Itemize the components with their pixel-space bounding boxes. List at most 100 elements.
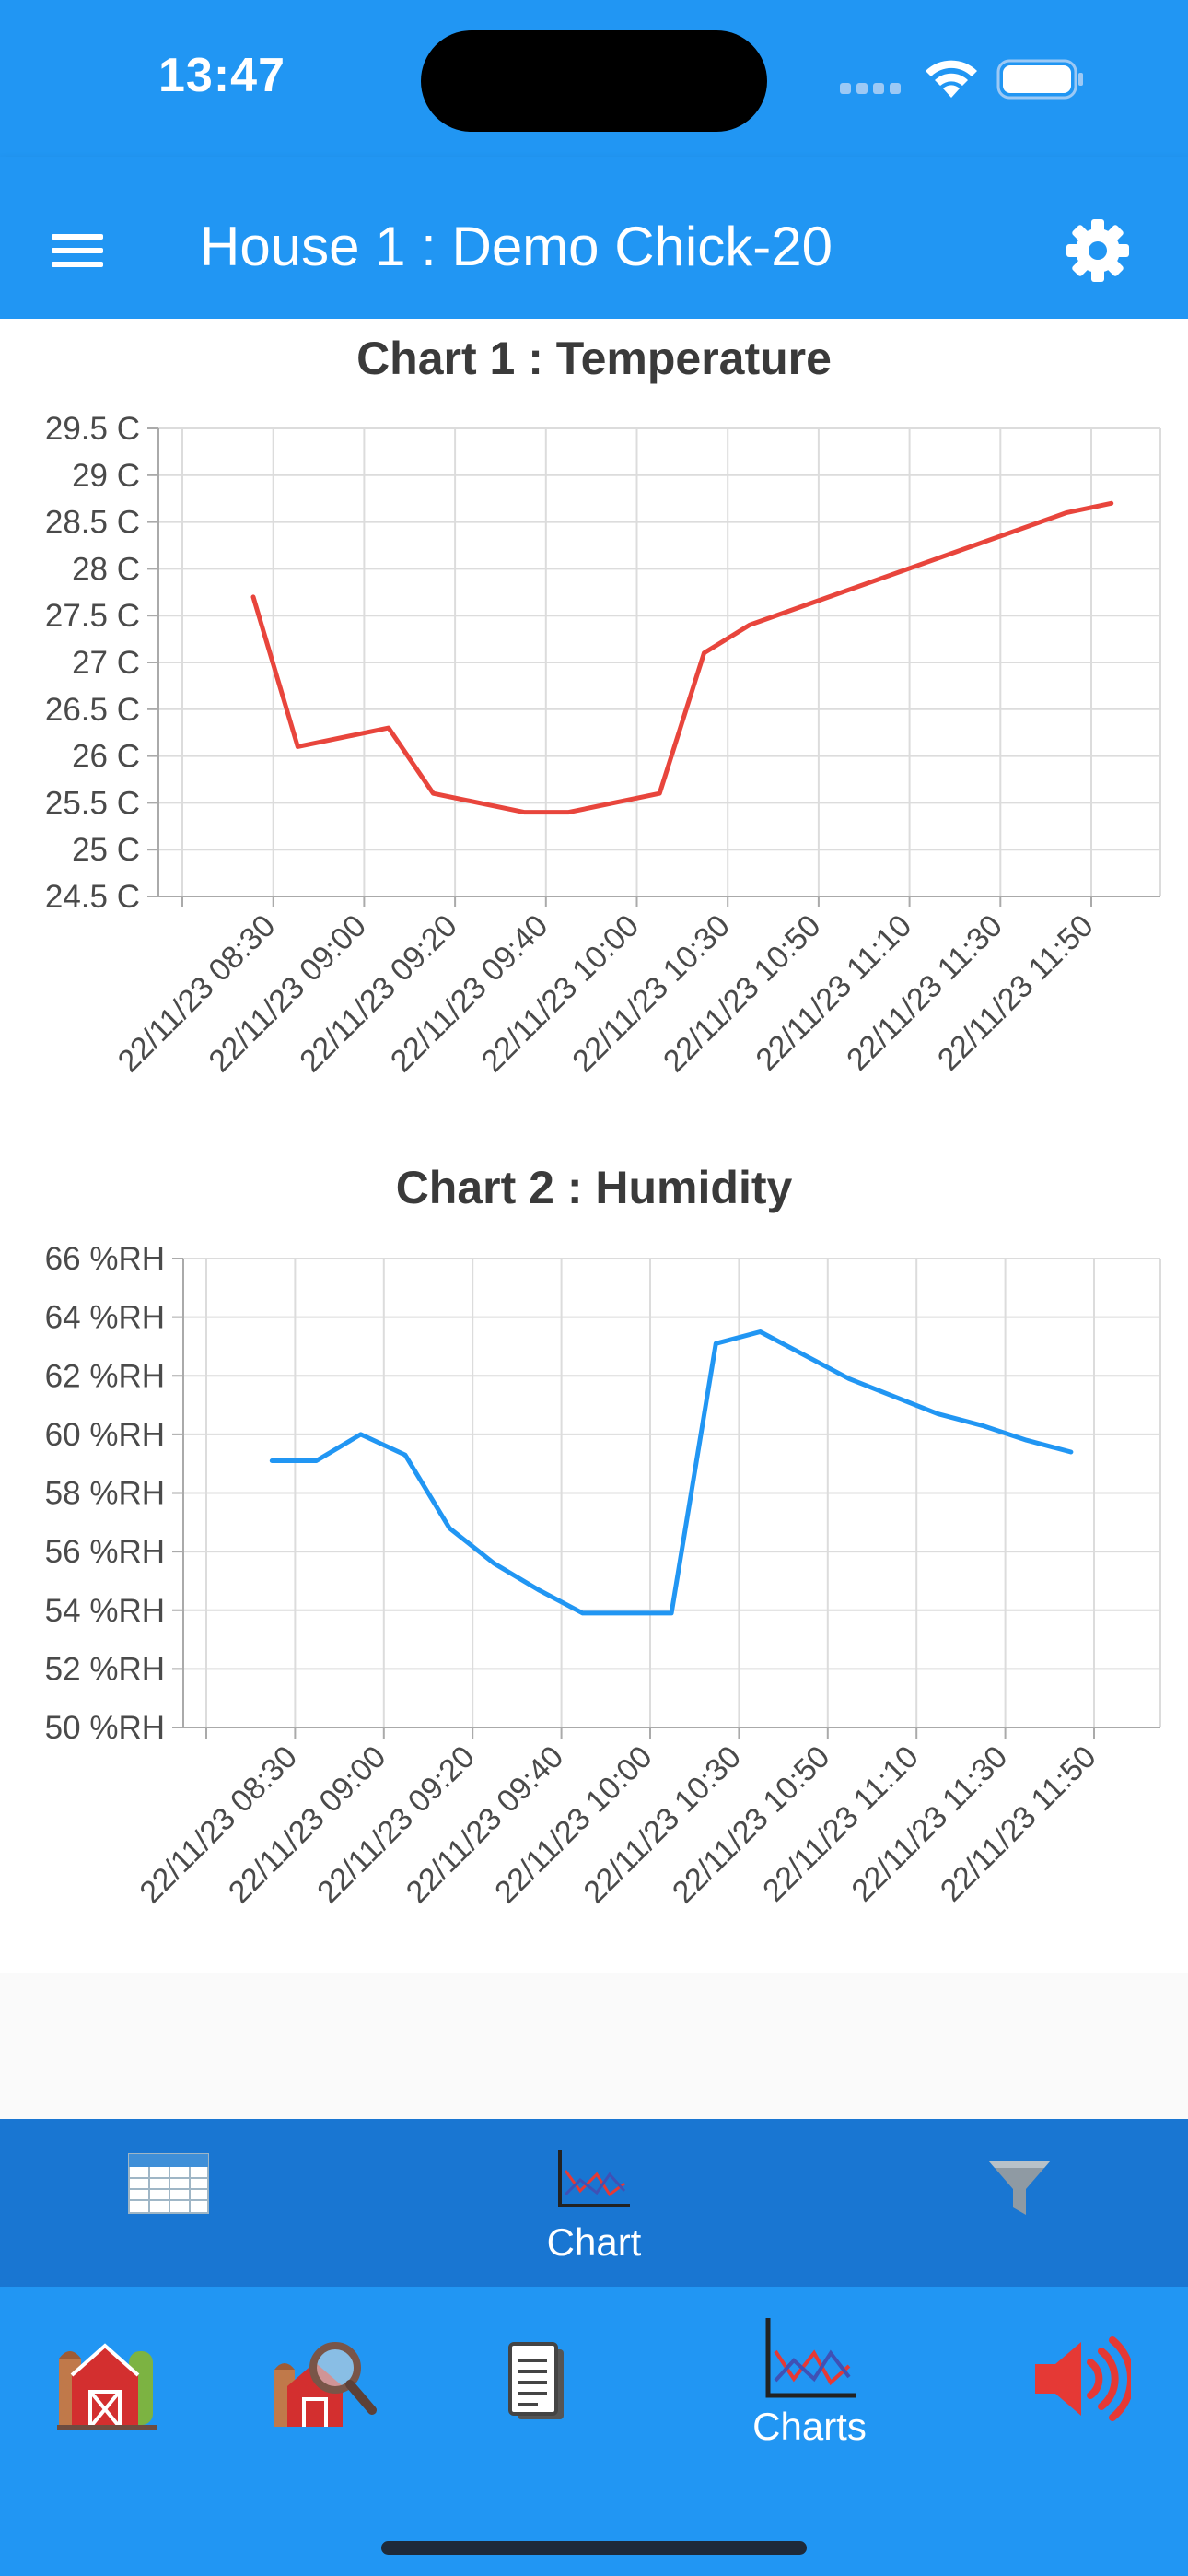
chart-icon bbox=[558, 2150, 630, 2207]
table-view-button[interactable] bbox=[125, 2147, 214, 2220]
data-point bbox=[670, 1611, 673, 1615]
y-tick-label: 27.5 C bbox=[45, 598, 140, 634]
barn-search-icon bbox=[274, 2342, 377, 2427]
y-tick-label: 60 %RH bbox=[45, 1417, 165, 1453]
x-tick-label: 22/11/23 09:40 bbox=[384, 908, 555, 1080]
charts-icon bbox=[765, 2318, 856, 2398]
data-point bbox=[387, 726, 390, 730]
barn-icon bbox=[57, 2343, 157, 2430]
y-tick-label: 26.5 C bbox=[45, 692, 140, 728]
nav-reports[interactable] bbox=[505, 2340, 569, 2425]
data-point bbox=[566, 811, 570, 814]
x-tick-label: 22/11/23 10:50 bbox=[657, 908, 828, 1080]
y-tick-label: 52 %RH bbox=[45, 1651, 165, 1687]
x-tick-label: 22/11/23 10:00 bbox=[475, 908, 646, 1080]
nav-charts-label: Charts bbox=[752, 2405, 867, 2448]
dynamic-island bbox=[421, 30, 767, 132]
document-icon bbox=[508, 2342, 564, 2419]
x-tick-label: 22/11/23 10:00 bbox=[488, 1739, 659, 1911]
y-tick-label: 50 %RH bbox=[45, 1710, 165, 1746]
data-point bbox=[359, 1433, 363, 1436]
data-point bbox=[537, 1587, 541, 1591]
data-point bbox=[658, 791, 661, 795]
y-tick-label: 58 %RH bbox=[45, 1476, 165, 1512]
data-point bbox=[714, 1341, 717, 1345]
data-point bbox=[581, 1611, 585, 1615]
data-point bbox=[1025, 1438, 1029, 1442]
data-point bbox=[1110, 501, 1113, 505]
gear-icon bbox=[1066, 219, 1129, 282]
settings-button[interactable] bbox=[1057, 210, 1138, 291]
nav-house-search[interactable] bbox=[269, 2333, 379, 2436]
chart-title: Chart 1 : Temperature bbox=[356, 333, 832, 384]
nav-charts[interactable] bbox=[761, 2314, 860, 2403]
x-tick-label: 22/11/23 08:30 bbox=[134, 1739, 305, 1911]
battery-icon bbox=[996, 59, 1083, 100]
menu-button[interactable] bbox=[37, 210, 118, 291]
nav-houses[interactable] bbox=[52, 2333, 162, 2436]
x-tick-label: 22/11/23 11:50 bbox=[934, 1739, 1103, 1909]
temperature-chart: Chart 1 : Temperature 29.5 C 29 C 28.5 C 28 … bbox=[45, 333, 1161, 1080]
speaker-icon bbox=[1035, 2336, 1136, 2421]
data-point bbox=[492, 1562, 495, 1565]
y-tick-label: 28.5 C bbox=[45, 505, 140, 541]
table-icon bbox=[128, 2153, 209, 2214]
data-point bbox=[296, 744, 299, 748]
x-tick-label: 22/11/23 09:20 bbox=[310, 1739, 482, 1911]
humidity-chart: Chart 2 : Humidity 66 %RH 64 %RH 62 %RH 60 %… bbox=[45, 1162, 1161, 1911]
data-point bbox=[981, 1423, 984, 1427]
home-indicator bbox=[381, 2541, 807, 2555]
x-tick-label: 22/11/23 09:00 bbox=[222, 1739, 393, 1911]
x-tick-label: 22/11/23 10:30 bbox=[577, 1739, 749, 1911]
y-tick-label: 56 %RH bbox=[45, 1534, 165, 1570]
data-point bbox=[251, 595, 255, 599]
chart-view-button[interactable] bbox=[553, 2147, 635, 2220]
x-tick-label: 22/11/23 11:50 bbox=[931, 908, 1101, 1078]
y-tick-label: 25 C bbox=[72, 832, 140, 868]
data-point bbox=[403, 1453, 407, 1457]
x-tick-label: 22/11/23 09:00 bbox=[203, 908, 374, 1080]
data-point bbox=[1069, 1450, 1073, 1454]
status-bar: 13:47 bbox=[0, 0, 1188, 157]
x-tick-label: 22/11/23 09:40 bbox=[400, 1739, 571, 1911]
app-bar: House 1 : Demo Chick-20 bbox=[0, 157, 1188, 319]
nav-alarm-sound[interactable] bbox=[1030, 2333, 1136, 2425]
data-point bbox=[1065, 510, 1068, 514]
x-tick-label: 22/11/23 11:30 bbox=[840, 908, 1009, 1078]
wifi-icon bbox=[926, 60, 977, 98]
y-tick-label: 25.5 C bbox=[45, 785, 140, 821]
page-title: House 1 : Demo Chick-20 bbox=[200, 216, 833, 277]
data-point bbox=[522, 811, 526, 814]
filter-icon bbox=[989, 2161, 1050, 2215]
x-tick-label: 22/11/23 08:30 bbox=[111, 908, 283, 1080]
y-tick-label: 29.5 C bbox=[45, 411, 140, 447]
series-line bbox=[269, 1329, 1074, 1616]
x-tick-label: 22/11/23 11:10 bbox=[750, 908, 919, 1078]
y-tick-label: 24.5 C bbox=[45, 879, 140, 915]
view-switcher: Chart bbox=[0, 2119, 1188, 2287]
menu-icon bbox=[52, 234, 103, 267]
chart-view-label: Chart bbox=[546, 2220, 642, 2264]
x-tick-label: 22/11/23 11:10 bbox=[756, 1739, 926, 1909]
signal-icon bbox=[840, 83, 901, 94]
data-point bbox=[936, 1412, 939, 1416]
filter-button[interactable] bbox=[985, 2156, 1054, 2230]
charts-content: Chart 1 : Temperature 29.5 C 29 C 28.5 C 28 … bbox=[0, 319, 1188, 1973]
data-point bbox=[315, 1459, 319, 1463]
y-tick-label: 27 C bbox=[72, 645, 140, 681]
status-time: 13:47 bbox=[158, 49, 285, 102]
x-tick-label: 22/11/23 11:30 bbox=[845, 1739, 1015, 1909]
data-point bbox=[448, 1527, 451, 1530]
y-tick-label: 62 %RH bbox=[45, 1358, 165, 1394]
y-tick-label: 29 C bbox=[72, 458, 140, 494]
data-point bbox=[703, 651, 706, 655]
y-tick-label: 28 C bbox=[72, 551, 140, 587]
data-point bbox=[270, 1459, 274, 1463]
y-tick-label: 66 %RH bbox=[45, 1241, 165, 1277]
y-tick-label: 64 %RH bbox=[45, 1300, 165, 1336]
data-point bbox=[748, 623, 751, 626]
data-point bbox=[847, 1376, 851, 1380]
chart-title: Chart 2 : Humidity bbox=[396, 1162, 793, 1213]
x-tick-label: 22/11/23 10:50 bbox=[666, 1739, 837, 1911]
series-line bbox=[250, 500, 1114, 815]
